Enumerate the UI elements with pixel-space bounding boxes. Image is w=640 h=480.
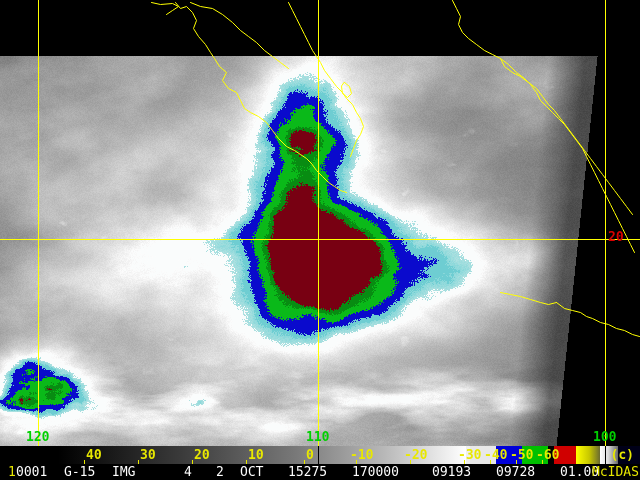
status-field-6: OCT — [240, 465, 264, 480]
status-field-2: G-15 — [64, 465, 96, 480]
longitude-label-100: 100 — [593, 430, 617, 445]
latitude-label-20: 20 — [608, 230, 624, 245]
scale-label-neg30: -30 — [458, 448, 482, 463]
status-field-10: 09728 — [496, 465, 536, 480]
scale-label-0: 0 — [306, 448, 314, 463]
scale-label-10: 10 — [248, 448, 264, 463]
scale-label-30: 30 — [140, 448, 156, 463]
scale-label-neg40: -40 — [484, 448, 508, 463]
enhancement-color-ramp — [0, 446, 640, 464]
longitude-label-120: 120 — [26, 430, 50, 445]
status-field-11: 01.00 — [560, 465, 600, 480]
scale-tick-neg30 — [464, 460, 465, 464]
satellite-image-display[interactable]: 120 110 100 20 — [0, 0, 640, 446]
celsius-unit-marker: (c) — [610, 448, 634, 463]
scale-tick-30 — [138, 460, 139, 464]
status-field-9: 09193 — [432, 465, 472, 480]
status-field-8: 170000 — [352, 465, 399, 480]
scale-tick-neg10 — [356, 460, 357, 464]
scale-label-neg20: -20 — [404, 448, 428, 463]
map-and-graticule-overlay — [0, 0, 640, 446]
scale-label-neg10: -10 — [350, 448, 374, 463]
scale-tick-neg40 — [490, 460, 491, 464]
scale-tick-0 — [304, 460, 305, 464]
longitude-label-110: 110 — [306, 430, 330, 445]
scale-label-20: 20 — [194, 448, 210, 463]
status-field-12: McIDAS — [592, 465, 639, 480]
status-field-0: 1 — [8, 465, 16, 480]
image-status-line: 1 0001 G-15 IMG 4 2 OCT 15275 170000 09193 09728 01… — [0, 464, 640, 480]
scale-tick-neg20 — [410, 460, 411, 464]
scale-tick-10 — [246, 460, 247, 464]
scale-tick-40 — [84, 460, 85, 464]
status-field-4: 4 — [184, 465, 192, 480]
scale-tick-neg60 — [542, 460, 543, 464]
scale-tick-neg50 — [516, 460, 517, 464]
temperature-enhancement-scale[interactable]: (c) 40 30 20 10 0 -10 -20 -30 -40 -50 -60 — [0, 446, 640, 464]
status-field-3: IMG — [112, 465, 136, 480]
status-field-5: 2 — [216, 465, 224, 480]
status-field-1: 0001 — [16, 465, 48, 480]
scale-label-40: 40 — [86, 448, 102, 463]
scale-label-neg50: -50 — [510, 448, 534, 463]
scale-tick-20 — [192, 460, 193, 464]
status-field-7: 15275 — [288, 465, 328, 480]
scale-label-neg60: -60 — [536, 448, 560, 463]
